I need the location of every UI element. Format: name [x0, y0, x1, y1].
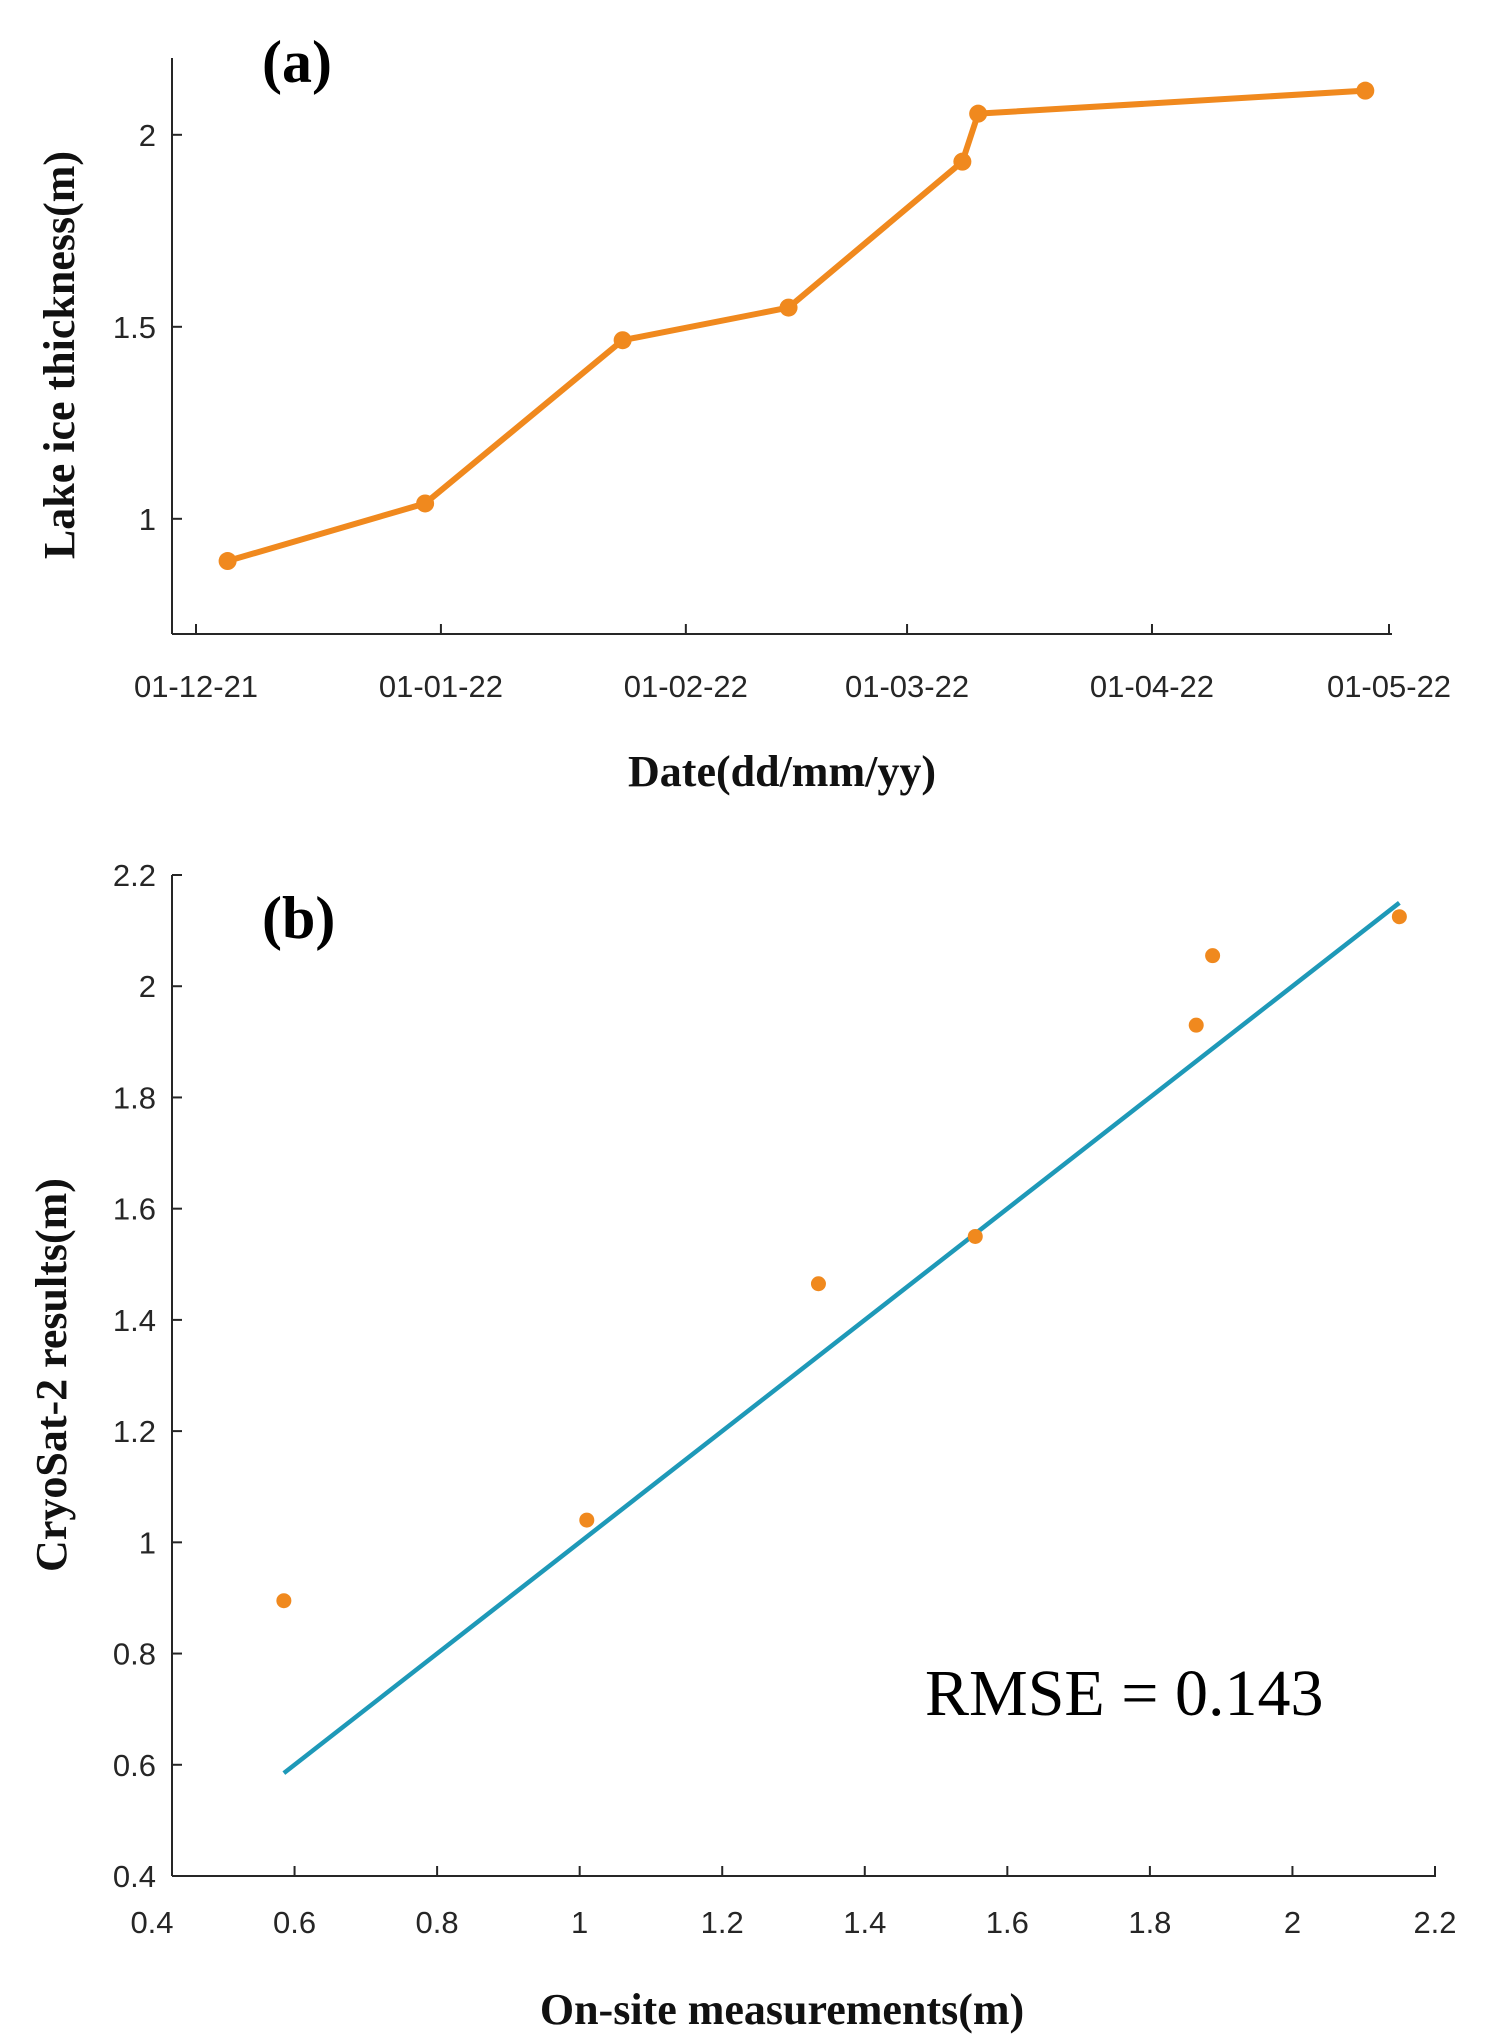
panel-b-scatter-chart: 0.4 0.6 0.8 1 1.2 1.4 1.6 1.8 2 2.2 0.4 0.6 0.8 1 1.2 1…: [27, 858, 1457, 2034]
panel-a-label: (a): [262, 29, 332, 95]
panel-a-x-tick-label: 01-02-22: [624, 669, 748, 704]
panel-b-y-tick-label: 1.2: [113, 1414, 156, 1449]
panel-a-data-point: [953, 152, 972, 171]
panel-b-label: (b): [262, 885, 335, 951]
panel-b-data-point: [810, 1276, 826, 1292]
panel-b-data-point: [1391, 909, 1407, 925]
panel-b-y-tick-label: 1.6: [113, 1192, 156, 1227]
panel-b-x-tick-label: 1.2: [701, 1905, 744, 1940]
panel-b-x-axis-title: On-site measurements(m): [540, 1985, 1024, 2034]
panel-b-y-tick-label: 1.4: [113, 1303, 156, 1338]
panel-b-x-tick-label: 0.6: [273, 1905, 316, 1940]
panel-b-data-point: [579, 1512, 595, 1528]
panel-a-y-tick-label: 1.5: [113, 310, 156, 345]
panel-b-y-tick-label: 0.6: [113, 1748, 156, 1783]
panel-b-axes: [171, 875, 1436, 1877]
panel-b-x-tick-label: 2: [1284, 1905, 1301, 1940]
panel-a-y-axis-title: Lake ice thickness(m): [35, 151, 84, 559]
panel-a-data-point: [416, 494, 435, 513]
panel-a-x-tick-label: 01-05-22: [1327, 669, 1451, 704]
panel-a-x-tick-label: 01-12-21: [134, 669, 258, 704]
panel-a-data-point: [613, 331, 632, 350]
panel-a-axes: [171, 58, 1392, 635]
panel-b-reference-line: [282, 901, 1401, 1775]
panel-b-x-tick-label: 1: [571, 1905, 588, 1940]
panel-b-y-tick-label: 0.8: [113, 1637, 156, 1672]
panel-a-y-tick-label: 1: [139, 502, 156, 537]
panel-b-y-tick-label: 2.2: [113, 858, 156, 893]
panel-b-y-tick-label: 2: [139, 969, 156, 1004]
panel-a-y-tick-label: 2: [139, 118, 156, 153]
panel-a-x-axis-title: Date(dd/mm/yy): [628, 747, 936, 796]
panel-a-line-chart: 01-12-21 01-01-22 01-02-22 01-03-22 01-04-22…: [35, 29, 1451, 796]
panel-b-data-point: [276, 1593, 292, 1609]
panel-b-y-axis-title: CryoSat-2 results(m): [27, 1178, 76, 1572]
panel-a-data-point: [779, 298, 798, 317]
panel-b-x-tick-label: 1.6: [986, 1905, 1029, 1940]
panel-a-data-point: [1356, 81, 1375, 100]
panel-b-y-tick-label: 1.8: [113, 1080, 156, 1115]
panel-a-x-tick-label: 01-03-22: [845, 669, 969, 704]
panel-a-data-point: [218, 552, 237, 571]
panel-b-data-point: [1205, 948, 1221, 964]
panel-b-x-tick-label: 1.8: [1128, 1905, 1171, 1940]
panel-a-x-tick-label: 01-01-22: [379, 669, 503, 704]
panel-b-y-tick-label: 0.4: [113, 1859, 156, 1894]
panel-b-y-tick-label: 1: [139, 1525, 156, 1560]
panel-b-x-tick-label: 2.2: [1413, 1905, 1456, 1940]
panel-a-data-point: [969, 104, 988, 123]
panel-b-data-point: [1188, 1017, 1204, 1033]
panel-b-x-tick-label: 0.8: [416, 1905, 459, 1940]
panel-a-x-tick-label: 01-04-22: [1090, 669, 1214, 704]
panel-b-x-tick-label: 1.4: [843, 1905, 886, 1940]
panel-b-data-point: [967, 1228, 983, 1244]
rmse-annotation: RMSE = 0.143: [925, 1657, 1323, 1730]
panel-b-x-tick-label: 0.4: [130, 1905, 173, 1940]
